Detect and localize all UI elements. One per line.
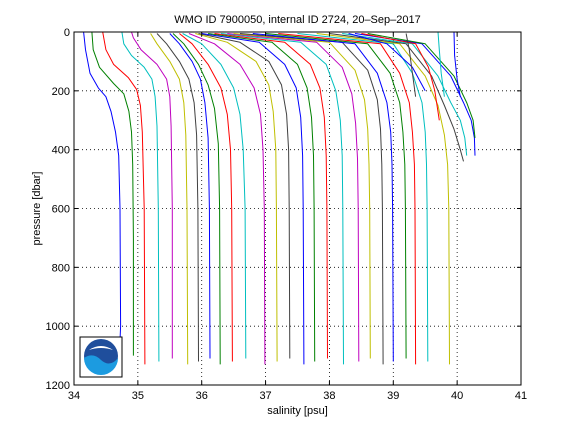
axis-tick-labels: 34 35 36 37 38 39 40 41 0 200 400 600 800 1000 1200 bbox=[46, 27, 528, 402]
salinity-profile-line bbox=[297, 33, 429, 362]
x-tick-label: 37 bbox=[259, 390, 271, 402]
salinity-profile-line bbox=[201, 33, 305, 365]
plot-area bbox=[74, 32, 521, 385]
salinity-profile-line bbox=[453, 31, 461, 97]
salinity-profile-line bbox=[220, 33, 344, 365]
salinity-profile-line bbox=[239, 33, 384, 365]
y-tick-label: 0 bbox=[64, 27, 70, 39]
x-tick-label: 39 bbox=[387, 390, 399, 402]
y-tick-label: 600 bbox=[52, 204, 70, 216]
profile-series bbox=[83, 31, 476, 365]
x-tick-label: 41 bbox=[515, 390, 527, 402]
x-tick-label: 40 bbox=[451, 390, 463, 402]
salinity-profile-line bbox=[367, 33, 476, 138]
x-tick-label: 38 bbox=[323, 390, 335, 402]
salinity-profile-line bbox=[405, 33, 417, 97]
noaa-logo bbox=[79, 336, 123, 378]
salinity-profile-line bbox=[227, 33, 360, 362]
salinity-profile-line bbox=[342, 33, 468, 156]
noaa-logo-wave bbox=[84, 355, 118, 375]
salinity-profile-line bbox=[208, 33, 316, 362]
axis-ticks bbox=[73, 31, 522, 386]
salinity-profile-line bbox=[83, 31, 122, 341]
salinity-profile-line bbox=[348, 33, 426, 92]
salinity-profile-line bbox=[361, 33, 440, 121]
noaa-logo-bird bbox=[89, 346, 113, 350]
salinity-profile-line bbox=[437, 31, 445, 97]
salinity-profile-line bbox=[179, 33, 233, 362]
y-axis-label: pressure [dbar] bbox=[31, 172, 43, 246]
y-tick-label: 800 bbox=[52, 262, 70, 274]
salinity-profile-line bbox=[252, 33, 394, 362]
salinity-profile-line bbox=[150, 33, 189, 365]
y-tick-label: 1000 bbox=[46, 321, 70, 333]
salinity-profile-line bbox=[131, 31, 173, 359]
grid-lines bbox=[74, 32, 521, 385]
x-tick-label: 35 bbox=[132, 390, 144, 402]
salinity-profile-line bbox=[188, 33, 266, 365]
salinity-profile-line bbox=[169, 33, 211, 359]
salinity-profile-line bbox=[214, 33, 328, 359]
salinity-profile-line bbox=[329, 33, 464, 162]
salinity-profile-line bbox=[316, 33, 450, 365]
salinity-profile-line bbox=[233, 33, 371, 359]
salinity-profile-line bbox=[354, 33, 476, 156]
y-tick-label: 400 bbox=[52, 145, 70, 157]
y-tick-label: 1200 bbox=[46, 380, 70, 392]
x-tick-label: 34 bbox=[68, 390, 80, 402]
x-tick-label: 36 bbox=[196, 390, 208, 402]
salinity-profile-line bbox=[156, 33, 199, 362]
salinity-profile-line bbox=[278, 33, 417, 365]
salinity-profile-line bbox=[265, 33, 407, 359]
salinity-profile-line bbox=[91, 31, 134, 356]
y-tick-label: 200 bbox=[52, 86, 70, 98]
salinity-profile-line bbox=[172, 33, 221, 365]
salinity-profile-line bbox=[198, 33, 291, 359]
salinity-profile-line bbox=[182, 33, 247, 359]
x-axis-label: salinity [psu] bbox=[267, 405, 328, 417]
salinity-profile-line bbox=[195, 33, 278, 362]
salinity-profile-line bbox=[121, 31, 160, 362]
chart-title: WMO ID 7900050, internal ID 2724, 20–Sep… bbox=[174, 14, 420, 26]
salinity-profile-line bbox=[102, 31, 146, 365]
